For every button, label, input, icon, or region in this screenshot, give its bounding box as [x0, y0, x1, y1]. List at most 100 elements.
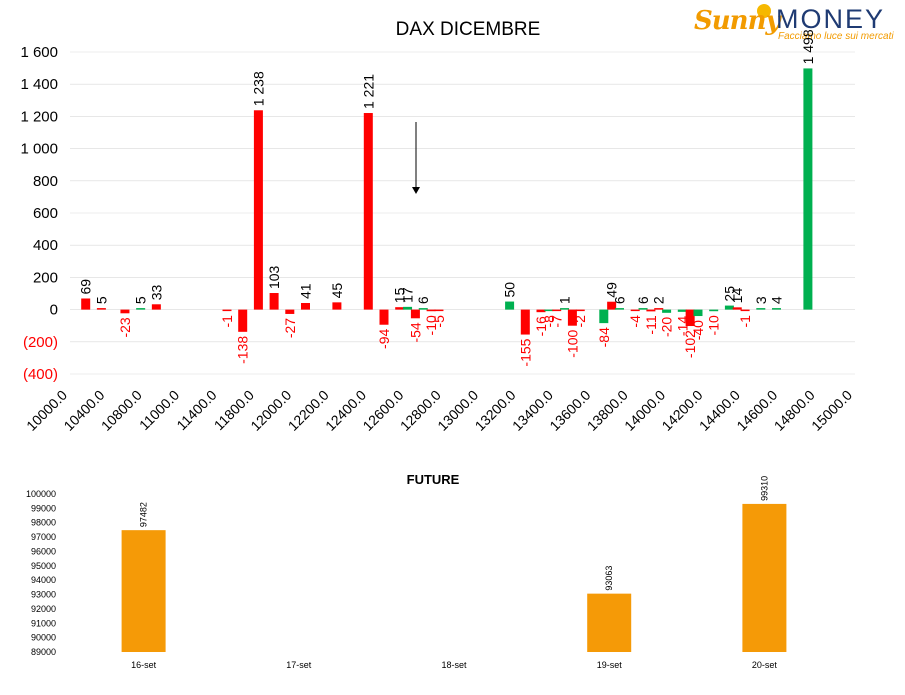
future-y-tick-label: 93000	[31, 590, 56, 600]
bar-value-label: -94	[376, 329, 392, 349]
future-x-tick-label: 20-set	[752, 660, 778, 670]
sun-icon	[757, 4, 771, 18]
future-y-tick-label: 98000	[31, 518, 56, 528]
bar	[646, 309, 656, 312]
bar-value-label: 17	[400, 287, 416, 303]
future-y-tick-label: 95000	[31, 561, 56, 571]
logo-brand-sunny: Sunny	[694, 6, 781, 36]
bar-value-label: -1	[219, 315, 235, 328]
bar-value-label: 14	[729, 288, 745, 304]
y-tick-label: 0	[50, 302, 58, 319]
bar-value-label: -1	[737, 315, 753, 328]
future-y-tick-label: 96000	[31, 546, 56, 556]
bar	[607, 301, 617, 310]
bar-value-label: -11	[643, 315, 659, 334]
y-tick-label: 200	[33, 269, 58, 286]
bar-value-label: -10	[706, 315, 722, 335]
bar	[732, 307, 742, 310]
bar-value-label: 4	[769, 296, 785, 304]
future-title: FUTURE	[407, 472, 460, 487]
bar-value-label: 25	[721, 286, 737, 302]
sunny-money-logo: Sunny MONEY Facciamo luce sui mercati	[694, 4, 894, 44]
bar	[615, 308, 624, 310]
bar-value-label: 69	[78, 279, 94, 295]
bar	[740, 309, 750, 312]
x-tick-label: 15000.0	[808, 387, 855, 434]
bar	[418, 308, 428, 310]
future-x-tick-label: 19-set	[597, 660, 623, 670]
x-tick-label: 10400.0	[60, 387, 107, 434]
bar	[756, 308, 766, 310]
bar	[772, 308, 781, 310]
bar	[505, 301, 515, 310]
bar	[332, 302, 342, 310]
bar-value-label: -54	[407, 322, 423, 342]
bar	[285, 309, 295, 314]
bar-value-label: 6	[635, 296, 651, 304]
bar	[599, 309, 609, 324]
y-tick-label: 1 200	[20, 108, 58, 125]
bar	[151, 304, 161, 310]
x-tick-label: 10800.0	[98, 387, 145, 434]
bar	[693, 309, 703, 317]
logo-tagline: Facciamo luce sui mercati	[778, 31, 894, 42]
x-tick-label: 14400.0	[696, 387, 743, 434]
x-tick-label: 13000.0	[434, 387, 481, 434]
x-tick-label: 12200.0	[285, 387, 332, 434]
x-tick-label: 14200.0	[658, 387, 705, 434]
future-y-tick-label: 90000	[31, 633, 56, 643]
x-tick-label: 11000.0	[136, 387, 183, 434]
x-tick-label: 14000.0	[621, 387, 668, 434]
bar-value-label: 103	[266, 265, 282, 289]
future-y-tick-label: 100000	[26, 489, 56, 499]
bar-value-label: 6	[415, 296, 431, 304]
bar-value-label: -8	[541, 315, 557, 328]
bar-value-label: -20	[659, 317, 675, 337]
bar-value-label: 5	[93, 296, 109, 304]
future-x-tick-label: 16-set	[131, 660, 157, 670]
bar-value-label: 3	[753, 296, 769, 304]
bar	[301, 302, 310, 310]
bar-value-label: -40	[690, 320, 706, 340]
future-y-tick-label: 91000	[31, 618, 56, 628]
y-tick-label: 1 400	[20, 76, 58, 93]
x-tick-label: 13400.0	[509, 387, 556, 434]
future-y-tick-label: 97000	[31, 532, 56, 542]
y-tick-label: (400)	[23, 366, 58, 383]
bar-value-label: 15	[392, 287, 408, 303]
y-tick-label: 1 600	[20, 44, 58, 61]
bar	[269, 293, 279, 310]
bar	[395, 307, 405, 310]
y-tick-label: 800	[33, 173, 58, 190]
bar	[567, 309, 577, 326]
logo-brand-money: MONEY	[776, 4, 886, 34]
future-bar	[587, 593, 632, 652]
bar	[536, 309, 546, 313]
bar	[803, 68, 813, 310]
future-bar-value-label: 93063	[604, 566, 614, 591]
bar-value-label: -27	[282, 318, 298, 338]
future-bar-value-label: 97482	[139, 502, 149, 527]
bar	[544, 309, 554, 312]
bar	[654, 308, 664, 310]
bar-value-label: 49	[604, 282, 620, 298]
bar	[253, 110, 263, 310]
x-tick-label: 12000.0	[247, 387, 294, 434]
y-tick-label: 400	[33, 237, 58, 254]
future-x-tick-label: 18-set	[441, 660, 467, 670]
future-bar	[121, 530, 166, 652]
bar	[363, 113, 373, 310]
bar	[136, 308, 146, 310]
arrow-head	[412, 187, 420, 194]
future-bar-value-label: 99310	[759, 476, 769, 501]
x-tick-label: 13600.0	[546, 387, 593, 434]
future-y-tick-label: 94000	[31, 575, 56, 585]
bar-value-label: 41	[298, 283, 314, 299]
bar	[709, 309, 719, 312]
bar-value-label: 1 221	[360, 74, 376, 109]
future-chart: FUTURE 100000 99000 98000 97000 96000 95000 940…	[26, 472, 787, 670]
bar	[630, 309, 640, 312]
bar	[575, 309, 585, 312]
